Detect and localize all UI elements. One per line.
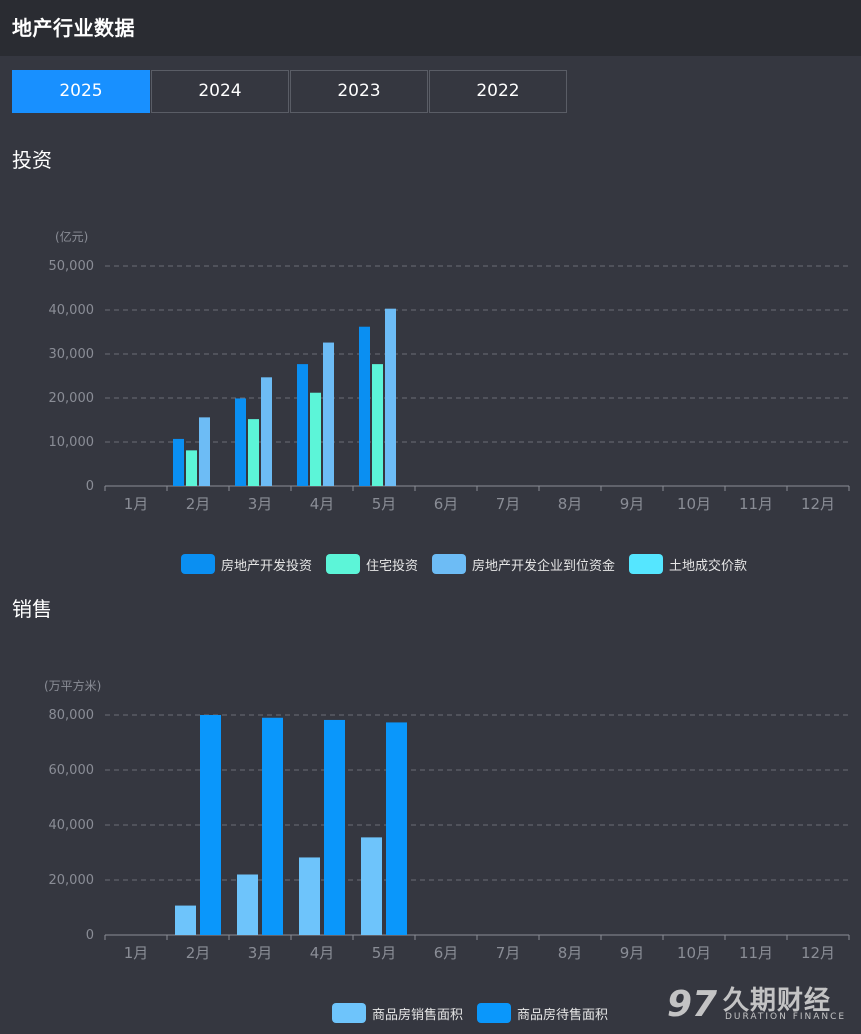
x-tick-label: 1月 bbox=[124, 944, 149, 962]
y-tick-label: 30,000 bbox=[49, 347, 95, 362]
bar[interactable] bbox=[359, 326, 370, 486]
bar[interactable] bbox=[361, 837, 382, 935]
bar[interactable] bbox=[372, 364, 383, 486]
x-tick-label: 6月 bbox=[434, 944, 459, 962]
bar[interactable] bbox=[261, 377, 272, 486]
bar[interactable] bbox=[385, 308, 396, 486]
investment-chart: (亿元) 0 10,000 20,000 30,000 40,000 50,000 1月 2月 3… bbox=[49, 229, 850, 513]
y-tick-label: 40,000 bbox=[49, 818, 95, 833]
x-tick-label: 12月 bbox=[801, 495, 835, 513]
legend-item[interactable]: 商品房待售面积 bbox=[477, 1003, 608, 1023]
tab-2022[interactable]: 2022 bbox=[429, 70, 567, 113]
bar[interactable] bbox=[297, 364, 308, 486]
bar[interactable] bbox=[237, 874, 258, 936]
investment-section-title: 投资 bbox=[12, 148, 52, 172]
legend-swatch bbox=[477, 1003, 512, 1023]
x-tick-label: 8月 bbox=[558, 944, 583, 962]
legend-item[interactable]: 土地成交价款 bbox=[629, 554, 747, 574]
legend-swatch bbox=[629, 554, 664, 574]
legend-swatch bbox=[432, 554, 467, 574]
bar[interactable] bbox=[386, 722, 407, 935]
legend-label: 住宅投资 bbox=[366, 558, 419, 574]
x-tick-label: 4月 bbox=[310, 495, 335, 513]
legend-label: 房地产开发企业到位资金 bbox=[472, 558, 616, 574]
top-bar: 地产行业数据 bbox=[0, 0, 861, 56]
bar[interactable] bbox=[324, 719, 345, 935]
y-tick-label: 60,000 bbox=[49, 763, 95, 778]
year-tabs: 2025 2024 2023 2022 bbox=[12, 70, 568, 114]
tab-2024[interactable]: 2024 bbox=[151, 70, 289, 113]
sales-section-title: 销售 bbox=[12, 597, 52, 621]
page-title: 地产行业数据 bbox=[12, 16, 135, 40]
bar[interactable] bbox=[175, 905, 196, 935]
x-tick-label: 11月 bbox=[739, 944, 773, 962]
sales-chart: (万平方米) 0 20,000 40,000 60,000 80,000 1月 2月 3月 4月 5… bbox=[44, 678, 850, 962]
x-tick-label: 3月 bbox=[248, 495, 273, 513]
y-tick-label: 0 bbox=[86, 928, 94, 943]
x-tick-label: 6月 bbox=[434, 495, 459, 513]
legend-swatch bbox=[332, 1003, 366, 1023]
x-tick-label: 1月 bbox=[124, 495, 149, 513]
legend-item[interactable]: 住宅投资 bbox=[326, 554, 418, 574]
x-tick-label: 12月 bbox=[801, 944, 835, 962]
y-unit-label: (万平方米) bbox=[44, 678, 101, 693]
investment-legend: 房地产开发投资 住宅投资 房地产开发企业到位资金 土地成交价款 bbox=[181, 554, 761, 574]
x-tick-label: 5月 bbox=[372, 495, 397, 513]
y-tick-label: 20,000 bbox=[49, 391, 95, 406]
legend-item[interactable]: 房地产开发企业到位资金 bbox=[432, 554, 615, 574]
x-tick-label: 11月 bbox=[739, 495, 773, 513]
y-tick-label: 40,000 bbox=[49, 303, 95, 318]
x-tick-label: 2月 bbox=[186, 944, 211, 962]
logo-97-icon: 97 bbox=[667, 984, 717, 1025]
legend-label: 房地产开发投资 bbox=[221, 558, 313, 574]
tab-2023[interactable]: 2023 bbox=[290, 70, 428, 113]
svg-text:97: 97 bbox=[667, 984, 717, 1025]
bar[interactable] bbox=[248, 419, 259, 486]
y-tick-label: 10,000 bbox=[49, 435, 95, 450]
legend-swatch bbox=[181, 554, 215, 574]
bar[interactable] bbox=[235, 398, 246, 486]
legend-label: 商品房销售面积 bbox=[372, 1007, 464, 1023]
x-tick-label: 9月 bbox=[620, 944, 645, 962]
x-tick-label: 3月 bbox=[248, 944, 273, 962]
x-tick-label: 8月 bbox=[558, 495, 583, 513]
legend-swatch bbox=[326, 554, 361, 574]
x-tick-label: 7月 bbox=[496, 495, 521, 513]
bar[interactable] bbox=[173, 438, 184, 486]
x-tick-label: 2月 bbox=[186, 495, 211, 513]
x-tick-label: 9月 bbox=[620, 495, 645, 513]
bar[interactable] bbox=[299, 857, 320, 935]
watermark-chinese: 久期财经 bbox=[723, 986, 832, 1016]
x-tick-label: 4月 bbox=[310, 944, 335, 962]
sales-legend: 商品房销售面积 商品房待售面积 bbox=[332, 1003, 622, 1023]
y-tick-label: 20,000 bbox=[49, 873, 95, 888]
y-tick-label: 80,000 bbox=[49, 708, 95, 723]
duration-finance-watermark: 97 久期财经 DURATION FINANCE bbox=[665, 978, 855, 1028]
legend-item[interactable]: 房地产开发投资 bbox=[181, 554, 312, 574]
watermark-english: DURATION FINANCE bbox=[725, 1012, 847, 1022]
legend-label: 商品房待售面积 bbox=[517, 1007, 609, 1023]
y-tick-label: 50,000 bbox=[49, 259, 95, 274]
y-tick-label: 0 bbox=[86, 479, 94, 494]
legend-label: 土地成交价款 bbox=[669, 558, 748, 574]
bar[interactable] bbox=[199, 417, 210, 486]
tab-2025[interactable]: 2025 bbox=[12, 70, 150, 113]
bar[interactable] bbox=[262, 717, 283, 935]
y-unit-label: (亿元) bbox=[55, 229, 88, 244]
bar[interactable] bbox=[200, 715, 221, 935]
legend-item[interactable]: 商品房销售面积 bbox=[332, 1003, 463, 1023]
bar[interactable] bbox=[323, 342, 334, 486]
x-tick-label: 5月 bbox=[372, 944, 397, 962]
x-tick-label: 10月 bbox=[677, 944, 711, 962]
bar[interactable] bbox=[310, 392, 321, 486]
x-tick-label: 7月 bbox=[496, 944, 521, 962]
x-tick-label: 10月 bbox=[677, 495, 711, 513]
bar[interactable] bbox=[186, 450, 197, 486]
